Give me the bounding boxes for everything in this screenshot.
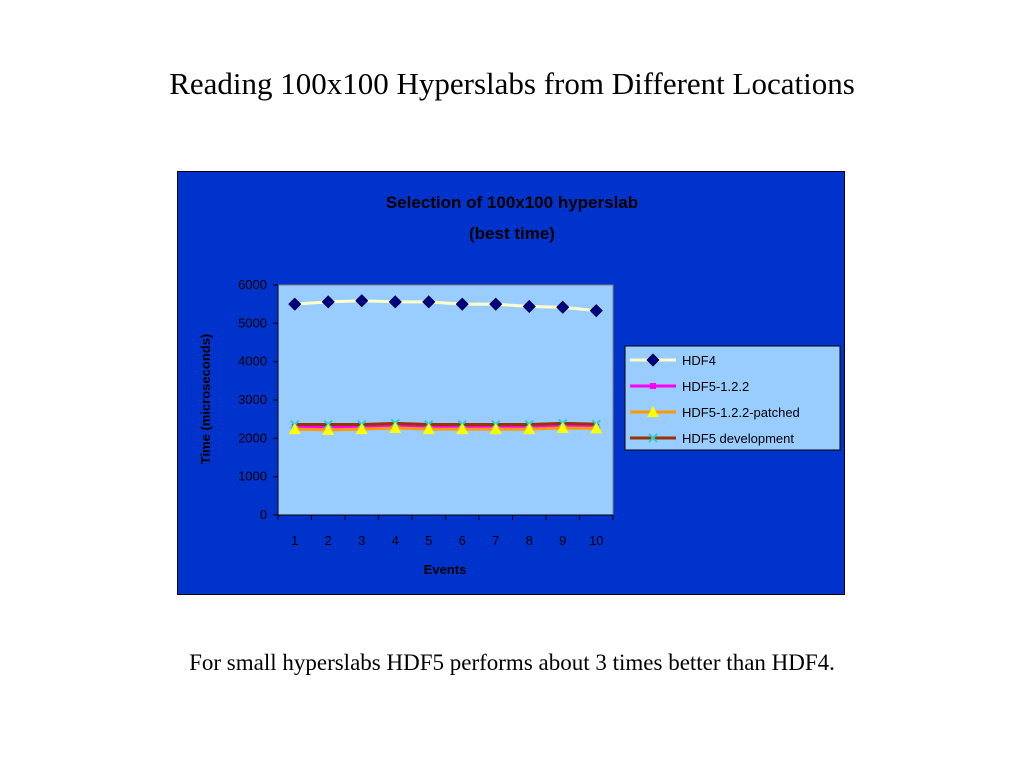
legend: HDF4 HDF5-1.2.2 HDF5-1.2.2-patched HDF5 dev… [624,345,841,451]
data-point-marker [556,421,569,433]
data-point-marker [288,423,301,435]
series-line [294,421,597,427]
data-point-marker [590,422,603,434]
plot-area [277,284,614,516]
y-tick-label: 0 [260,507,267,522]
legend-box [624,345,841,451]
y-tick-label: 4000 [238,354,267,369]
legend-label: HDF5 development [682,431,794,446]
series-line [294,299,597,313]
series-line [294,424,597,429]
x-tick-label: 10 [589,533,603,548]
x-tick-label: 2 [325,533,332,548]
series-hdf4 [288,294,603,318]
chart-area: Selection of 100x100 hyperslab (best tim… [177,171,845,595]
line-chart: Selection of 100x100 hyperslab (best tim… [177,171,845,595]
x-tick-label: 9 [559,533,566,548]
y-tick-label: 1000 [238,469,267,484]
legend-label: HDF4 [682,353,716,368]
data-point-marker [422,423,435,435]
x-axis-label: Events [424,562,467,577]
data-point-marker [489,423,502,435]
x-tick-label: 1 [291,533,298,548]
data-point-marker [455,297,469,311]
data-point-marker [322,423,335,435]
y-axis-label: Time (microseconds) [198,334,213,465]
legend-marker [648,433,658,443]
x-tick-label: 3 [358,533,365,548]
series-layer [288,294,603,435]
x-tick-label: 6 [459,533,466,548]
legend-label: HDF5-1.2.2-patched [682,405,800,420]
slide-title: Reading 100x100 Hyperslabs from Differen… [169,66,855,101]
data-point-marker [522,299,536,314]
x-tick-label: 7 [492,533,499,548]
data-point-marker [389,421,402,433]
y-tick-label: 6000 [238,277,267,292]
legend-marker [650,383,656,389]
legend-marker [646,353,660,367]
y-tick-label: 2000 [238,430,267,445]
data-point-marker [589,304,603,318]
data-point-marker [321,295,335,309]
data-point-marker [355,423,368,435]
data-point-marker [556,300,570,314]
data-point-marker [288,297,302,311]
data-point-marker [523,423,536,435]
x-tick-label: 4 [392,533,399,548]
legend-item-hdf5-1-2-2: HDF5-1.2.2 [630,379,749,394]
y-tick-label: 5000 [238,315,267,330]
legend-label: HDF5-1.2.2 [682,379,749,394]
data-point-marker [388,295,402,309]
chart-title: Selection of 100x100 hyperslab [386,193,638,212]
data-point-marker [456,423,469,435]
legend-item-hdf4: HDF4 [630,353,716,368]
series-hdf5-1-2-2-patched [288,421,603,435]
legend-marker [647,406,659,417]
data-point-marker [355,294,369,308]
chart-subtitle: (best time) [469,224,555,243]
data-point-marker [489,297,503,311]
axes: 0 1000 2000 3000 4000 5000 6000 1 2 3 4 5 6 7 8 9 10 [238,277,614,548]
slide-caption: For small hyperslabs HDF5 performs about… [189,650,835,675]
legend-item-hdf5-1-2-2-patched: HDF5-1.2.2-patched [630,405,800,420]
legend-item-hdf5-development: HDF5 development [630,431,794,446]
y-tick-label: 3000 [238,392,267,407]
x-tick-label: 5 [425,533,432,548]
series-line [294,426,597,432]
x-tick-label: 8 [526,533,533,548]
data-point-marker [422,295,436,309]
